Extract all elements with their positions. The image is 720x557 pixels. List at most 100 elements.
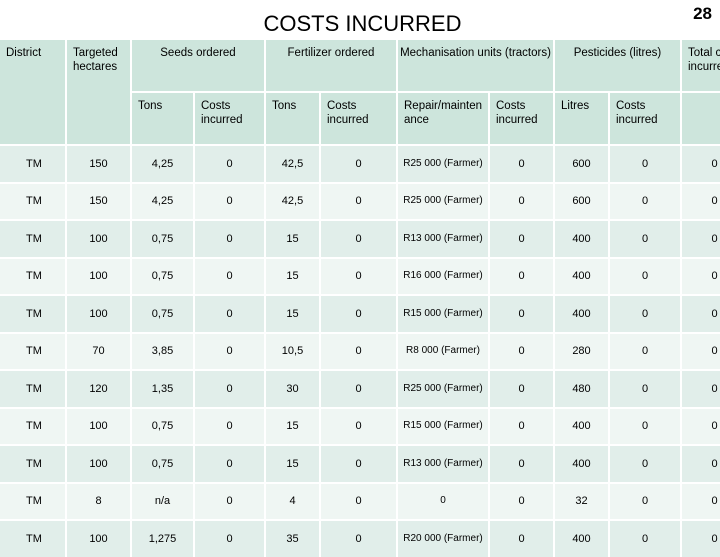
subheader-total-blank <box>682 93 720 144</box>
pesticides-costs-cell: 0 <box>610 146 680 182</box>
seeds-tons-cell: 0,75 <box>132 446 193 482</box>
repair-maintenance-cell: 0 <box>398 483 488 519</box>
hectares-cell: 100 <box>67 296 130 332</box>
mechanisation-costs-cell: 0 <box>490 446 553 482</box>
seeds-tons-cell: 0,75 <box>132 296 193 332</box>
pesticides-costs-cell: 0 <box>610 221 680 257</box>
seeds-tons-cell: 4,25 <box>132 146 193 182</box>
fertilizer-costs-cell: 0 <box>321 333 396 369</box>
district-cell: TM <box>0 408 65 444</box>
seeds-costs-cell: 0 <box>195 483 264 519</box>
seeds-costs-cell: 0 <box>195 446 264 482</box>
district-cell: TM <box>0 521 65 557</box>
costs-table: District Targeted hectares Seeds ordered… <box>0 40 720 557</box>
seeds-tons-cell: 0,75 <box>132 408 193 444</box>
mechanisation-costs-cell: 0 <box>490 371 553 407</box>
pesticides-costs-cell: 0 <box>610 521 680 557</box>
seeds-costs-cell: 0 <box>195 146 264 182</box>
district-cell: TM <box>0 483 65 519</box>
seeds-costs-cell: 0 <box>195 221 264 257</box>
repair-maintenance-cell: R13 000 (Farmer) <box>398 446 488 482</box>
header-mechanisation: Mechanisation units (tractors) <box>398 40 553 91</box>
hectares-cell: 100 <box>67 446 130 482</box>
repair-maintenance-cell: R8 000 (Farmer) <box>398 333 488 369</box>
seeds-costs-cell: 0 <box>195 258 264 294</box>
hectares-cell: 100 <box>67 408 130 444</box>
subheader-repair-maintenance: Repair/maintenance <box>398 93 488 144</box>
fertilizer-costs-cell: 0 <box>321 258 396 294</box>
litres-cell: 600 <box>555 183 608 219</box>
seeds-tons-cell: 4,25 <box>132 183 193 219</box>
fertilizer-tons-cell: 15 <box>266 296 319 332</box>
repair-maintenance-cell: R15 000 (Farmer) <box>398 296 488 332</box>
hectares-cell: 70 <box>67 333 130 369</box>
fertilizer-tons-cell: 15 <box>266 446 319 482</box>
seeds-tons-cell: 3,85 <box>132 333 193 369</box>
header-pesticides: Pesticides (litres) <box>555 40 680 91</box>
hectares-cell: 150 <box>67 183 130 219</box>
mechanisation-costs-cell: 0 <box>490 146 553 182</box>
subheader-pesticides-costs: Costs incurred <box>610 93 680 144</box>
repair-maintenance-cell: R15 000 (Farmer) <box>398 408 488 444</box>
seeds-tons-cell: 1,275 <box>132 521 193 557</box>
fertilizer-costs-cell: 0 <box>321 183 396 219</box>
pesticides-costs-cell: 0 <box>610 333 680 369</box>
header-fertilizer-ordered: Fertilizer ordered <box>266 40 396 91</box>
litres-cell: 280 <box>555 333 608 369</box>
seeds-tons-cell: n/a <box>132 483 193 519</box>
pesticides-costs-cell: 0 <box>610 446 680 482</box>
page-title: COSTS INCURRED <box>263 11 462 36</box>
fertilizer-tons-cell: 15 <box>266 408 319 444</box>
fertilizer-costs-cell: 0 <box>321 483 396 519</box>
header-seeds-ordered: Seeds ordered <box>132 40 264 91</box>
district-cell: TM <box>0 446 65 482</box>
hectares-cell: 100 <box>67 521 130 557</box>
hectares-cell: 100 <box>67 258 130 294</box>
fertilizer-costs-cell: 0 <box>321 221 396 257</box>
fertilizer-costs-cell: 0 <box>321 146 396 182</box>
litres-cell: 400 <box>555 296 608 332</box>
mechanisation-costs-cell: 0 <box>490 258 553 294</box>
district-cell: TM <box>0 258 65 294</box>
seeds-costs-cell: 0 <box>195 183 264 219</box>
district-cell: TM <box>0 371 65 407</box>
seeds-tons-cell: 1,35 <box>132 371 193 407</box>
fertilizer-costs-cell: 0 <box>321 521 396 557</box>
mechanisation-costs-cell: 0 <box>490 296 553 332</box>
seeds-tons-cell: 0,75 <box>132 258 193 294</box>
pesticides-costs-cell: 0 <box>610 483 680 519</box>
mechanisation-costs-cell: 0 <box>490 483 553 519</box>
litres-cell: 400 <box>555 258 608 294</box>
litres-cell: 32 <box>555 483 608 519</box>
subheader-fertilizer-tons: Tons <box>266 93 319 144</box>
mechanisation-costs-cell: 0 <box>490 333 553 369</box>
header-total-costs: Total costs incurred <box>682 40 720 91</box>
fertilizer-tons-cell: 42,5 <box>266 146 319 182</box>
district-cell: TM <box>0 221 65 257</box>
total-costs-cell: 0 <box>682 521 720 557</box>
hectares-cell: 100 <box>67 221 130 257</box>
repair-maintenance-cell: R16 000 (Farmer) <box>398 258 488 294</box>
page-number: 28 <box>693 4 712 23</box>
pesticides-costs-cell: 0 <box>610 183 680 219</box>
repair-maintenance-cell: R25 000 (Farmer) <box>398 183 488 219</box>
total-costs-cell: 0 <box>682 371 720 407</box>
pesticides-costs-cell: 0 <box>610 296 680 332</box>
district-cell: TM <box>0 296 65 332</box>
fertilizer-tons-cell: 35 <box>266 521 319 557</box>
repair-maintenance-cell: R25 000 (Farmer) <box>398 146 488 182</box>
fertilizer-costs-cell: 0 <box>321 446 396 482</box>
fertilizer-costs-cell: 0 <box>321 408 396 444</box>
hectares-cell: 120 <box>67 371 130 407</box>
seeds-costs-cell: 0 <box>195 371 264 407</box>
litres-cell: 400 <box>555 408 608 444</box>
total-costs-cell: 0 <box>682 183 720 219</box>
litres-cell: 400 <box>555 221 608 257</box>
district-cell: TM <box>0 146 65 182</box>
subheader-fertilizer-costs: Costs incurred <box>321 93 396 144</box>
hectares-cell: 150 <box>67 146 130 182</box>
total-costs-cell: 0 <box>682 408 720 444</box>
fertilizer-tons-cell: 4 <box>266 483 319 519</box>
total-costs-cell: 0 <box>682 483 720 519</box>
pesticides-costs-cell: 0 <box>610 408 680 444</box>
